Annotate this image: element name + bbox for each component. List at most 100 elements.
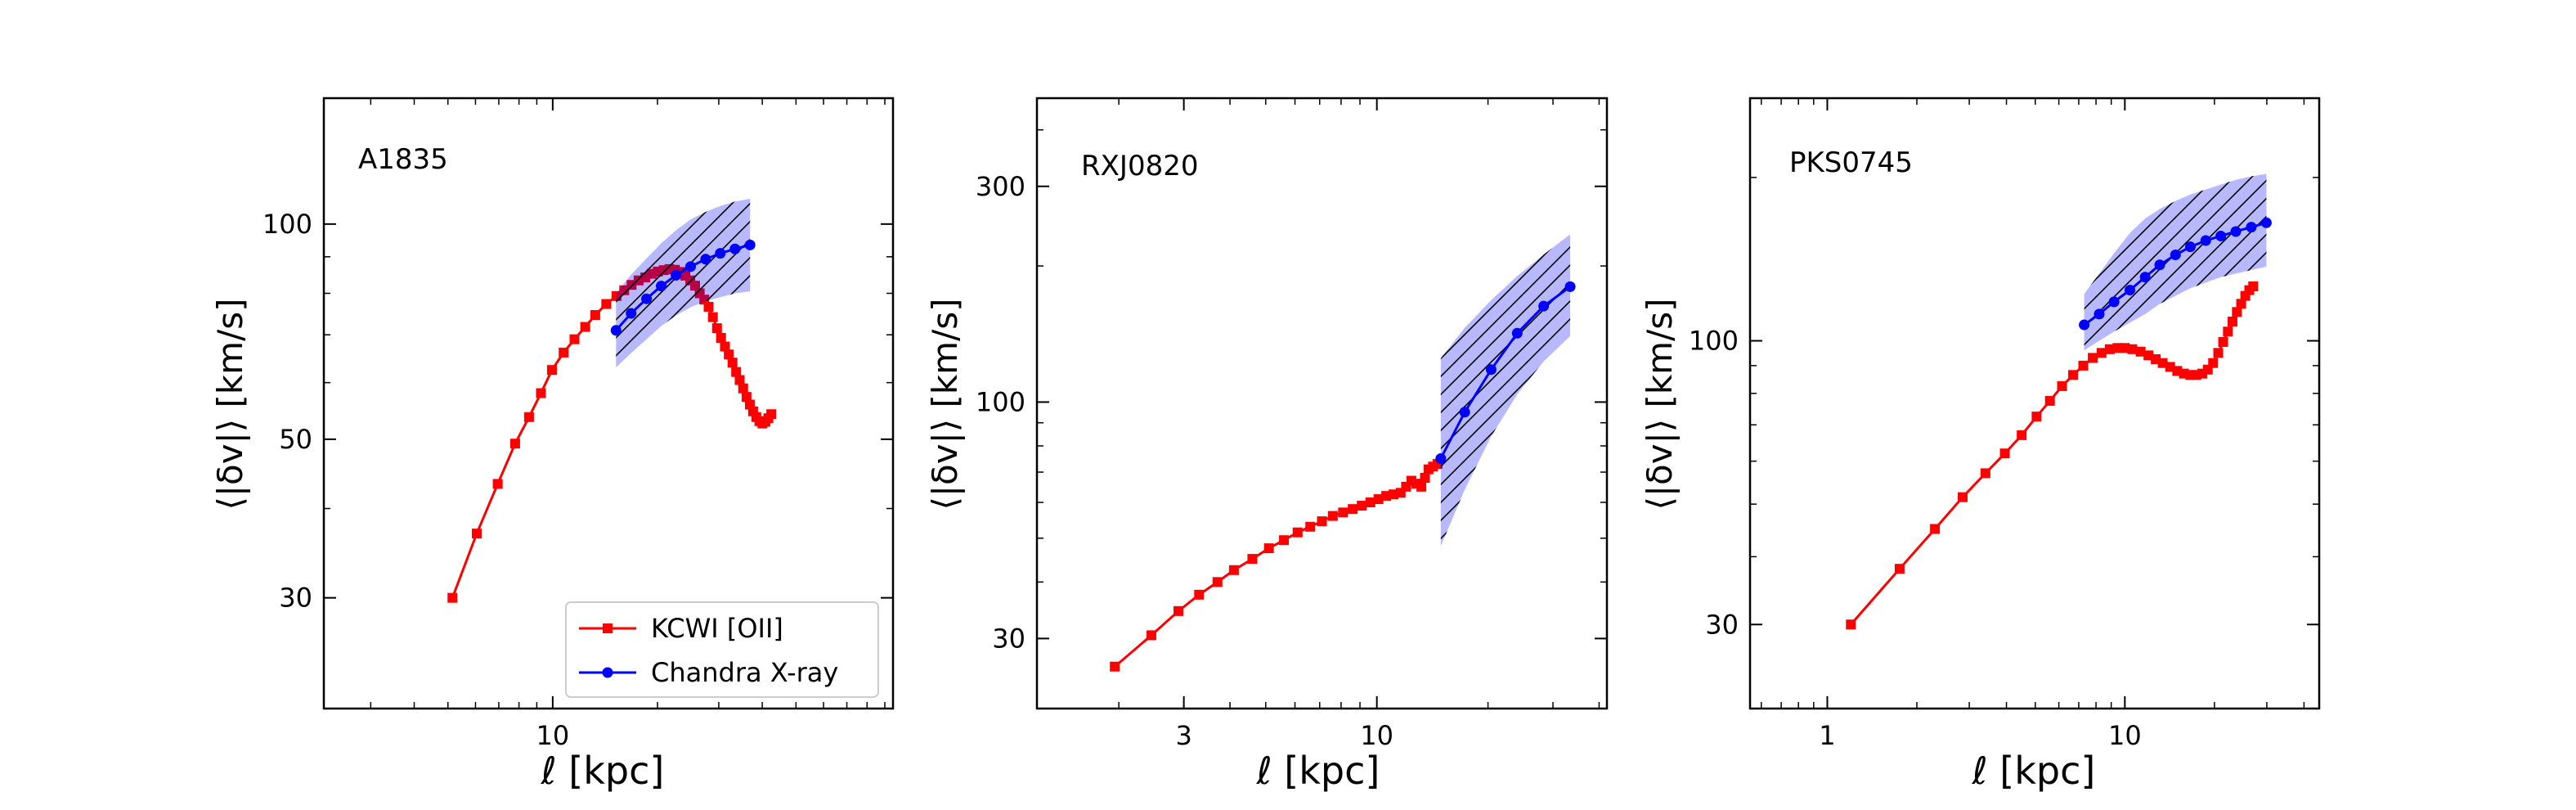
- data-point: [1459, 407, 1470, 418]
- data-point: [1999, 448, 2010, 459]
- uncertainty-band-hatch: [2084, 173, 2267, 351]
- data-point: [2232, 307, 2242, 317]
- series-chandra: [1435, 234, 1576, 547]
- data-point: [2108, 296, 2120, 308]
- y-axis-label: ⟨|δv|⟩ [km/s]: [925, 298, 965, 510]
- data-point: [734, 375, 745, 385]
- y-tick-label: 50: [279, 424, 312, 455]
- x-tick-label: 10: [536, 720, 570, 751]
- data-point: [590, 310, 600, 321]
- data-point: [1228, 565, 1239, 575]
- data-point: [1365, 497, 1376, 508]
- data-point: [1980, 468, 1990, 479]
- x-tick-label: 10: [1360, 720, 1393, 751]
- data-point: [2057, 380, 2067, 391]
- panel-label: RXJ0820: [1081, 150, 1198, 182]
- panel-label: A1835: [358, 143, 448, 176]
- series-chandra: [2079, 173, 2272, 351]
- legend: KCWI [OII] Chandra X-ray: [565, 601, 879, 698]
- panel-pks0745: PKS0745 ℓ [kpc] ⟨|δv|⟩ [km/s] 1 10 30 100: [1640, 97, 2321, 793]
- legend-entry: KCWI [OII]: [651, 613, 783, 644]
- data-point: [626, 308, 637, 319]
- data-point: [471, 529, 482, 539]
- x-axis-label: ℓ [kpc]: [1972, 749, 2096, 793]
- x-tick-label: 10: [2108, 720, 2142, 751]
- data-point: [716, 332, 726, 343]
- data-point: [1511, 327, 1523, 339]
- uncertainty-band-hatch: [1440, 234, 1571, 547]
- data-point: [2218, 336, 2228, 347]
- series-line: [1439, 286, 1571, 460]
- series-kcwi: [1846, 281, 2259, 630]
- data-point: [2088, 353, 2098, 363]
- data-point: [1173, 605, 1183, 616]
- data-point: [2044, 395, 2055, 406]
- y-tick-label: 100: [976, 386, 1025, 417]
- data-point: [2213, 348, 2224, 358]
- data-point: [731, 367, 742, 377]
- data-point: [1485, 364, 1497, 376]
- data-point: [569, 334, 580, 344]
- data-point: [2157, 358, 2168, 368]
- data-point: [715, 248, 726, 259]
- data-point: [1146, 630, 1156, 641]
- data-point: [1263, 543, 1274, 554]
- data-point: [2215, 230, 2227, 241]
- data-point: [2227, 317, 2237, 327]
- data-point: [2094, 308, 2105, 320]
- data-point: [536, 388, 546, 398]
- data-point: [1327, 511, 1338, 521]
- data-point: [2125, 285, 2136, 296]
- data-point: [2200, 235, 2211, 246]
- data-point: [1317, 516, 1327, 527]
- x-axis-label: ℓ [kpc]: [1256, 749, 1380, 793]
- data-point: [2260, 217, 2272, 228]
- data-point: [720, 341, 730, 352]
- data-point: [1373, 494, 1384, 505]
- data-point: [2208, 358, 2219, 368]
- data-point: [2127, 344, 2138, 354]
- data-point: [1538, 300, 1550, 312]
- data-point: [671, 269, 682, 281]
- data-point: [2096, 348, 2107, 358]
- y-tick-label: 100: [1689, 326, 1739, 357]
- data-point: [1435, 452, 1447, 464]
- data-point: [601, 299, 612, 309]
- x-axis-label: ℓ [kpc]: [541, 749, 665, 793]
- y-axis-label: ⟨|δv|⟩ [km/s]: [210, 298, 250, 510]
- data-point: [1338, 507, 1349, 518]
- data-point: [2184, 241, 2196, 253]
- data-point: [2154, 259, 2165, 271]
- data-point: [1305, 521, 1316, 532]
- data-point: [509, 439, 520, 449]
- data-point: [703, 301, 714, 312]
- data-point: [2135, 346, 2146, 357]
- minor-ticks: [1037, 98, 1607, 709]
- series-kcwi: [447, 263, 777, 603]
- plot-frame: [322, 97, 895, 710]
- data-point: [1416, 481, 1427, 492]
- data-point: [707, 312, 718, 322]
- data-point: [2223, 326, 2233, 337]
- legend-entry: Chandra X-ray: [651, 657, 838, 688]
- data-point: [1194, 589, 1205, 600]
- data-point: [2248, 281, 2259, 291]
- minor-ticks: [324, 98, 893, 709]
- y-tick-label: 30: [992, 623, 1025, 654]
- data-point: [580, 322, 590, 332]
- data-point: [447, 592, 458, 603]
- data-point: [641, 293, 653, 304]
- series-chandra: [610, 198, 756, 368]
- data-point: [1894, 564, 1905, 574]
- legend-marker: [603, 623, 613, 633]
- y-tick-label: 30: [279, 583, 312, 614]
- plot-frame: [1748, 97, 2321, 710]
- data-point: [741, 392, 752, 403]
- data-point: [1278, 535, 1289, 546]
- data-point: [1930, 524, 1941, 534]
- data-point: [492, 479, 503, 489]
- data-point: [1420, 472, 1430, 483]
- data-point: [2068, 370, 2079, 380]
- series-kcwi: [1110, 458, 1443, 672]
- x-tick-label: 1: [1819, 720, 1835, 751]
